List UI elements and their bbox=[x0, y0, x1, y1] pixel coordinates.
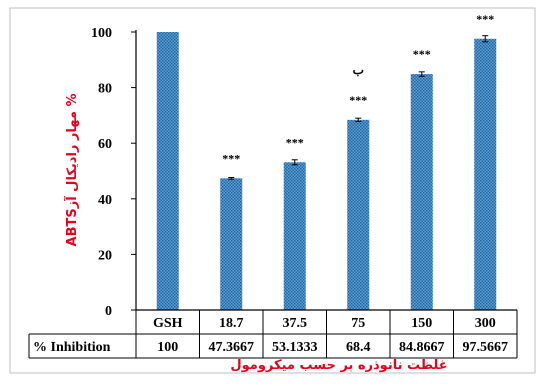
table-cell: 84.8667 bbox=[399, 340, 445, 355]
significance-label: *** bbox=[286, 135, 304, 149]
y-tick-label: 80 bbox=[98, 82, 112, 97]
data-table: GSH 18.7 37.5 75 150 300 % Inhibition 100 47.366… bbox=[28, 309, 518, 359]
table-row-label: % Inhibition bbox=[33, 340, 111, 355]
bar bbox=[347, 119, 370, 311]
x-tick-label: 300 bbox=[475, 316, 496, 331]
significance-label: *** bbox=[222, 151, 240, 165]
y-tick-label: 0 bbox=[105, 304, 112, 319]
x-tick-label: 150 bbox=[411, 316, 432, 331]
y-tick-label: 100 bbox=[91, 26, 112, 41]
table-cell: 47.3667 bbox=[209, 340, 255, 355]
significance-label: *** bbox=[476, 12, 494, 26]
bar bbox=[283, 162, 306, 310]
x-axis-title: غلظت نانوذره بر حسب میکرومول bbox=[230, 358, 447, 373]
table-cell: 100 bbox=[157, 340, 178, 355]
y-tick-label: 20 bbox=[98, 248, 112, 263]
table-cell: 53.1333 bbox=[272, 340, 318, 355]
annotation-label: ب bbox=[353, 63, 364, 77]
y-tick-label: 60 bbox=[98, 137, 112, 152]
y-tick-label: 40 bbox=[98, 193, 112, 208]
significance-label: *** bbox=[413, 47, 431, 61]
x-tick-label: 18.7 bbox=[219, 316, 244, 331]
bar bbox=[474, 38, 497, 310]
bar bbox=[410, 74, 433, 310]
x-tick-label: 37.5 bbox=[283, 316, 308, 331]
table-cell: 97.5667 bbox=[463, 340, 509, 355]
x-tick-label: GSH bbox=[153, 316, 183, 331]
x-tick-label: 75 bbox=[351, 316, 365, 331]
y-axis-title: % مهار رادیکال آزABTS bbox=[63, 94, 80, 247]
bar bbox=[156, 32, 179, 310]
table-cell: 68.4 bbox=[346, 340, 371, 355]
chart-frame bbox=[9, 7, 536, 374]
bar bbox=[220, 178, 243, 310]
significance-label: *** bbox=[349, 93, 367, 107]
axes-layer: 0 20 40 60 80 100 bbox=[91, 26, 137, 319]
bars-layer: *** *** *** *** *** ب bbox=[156, 12, 497, 311]
